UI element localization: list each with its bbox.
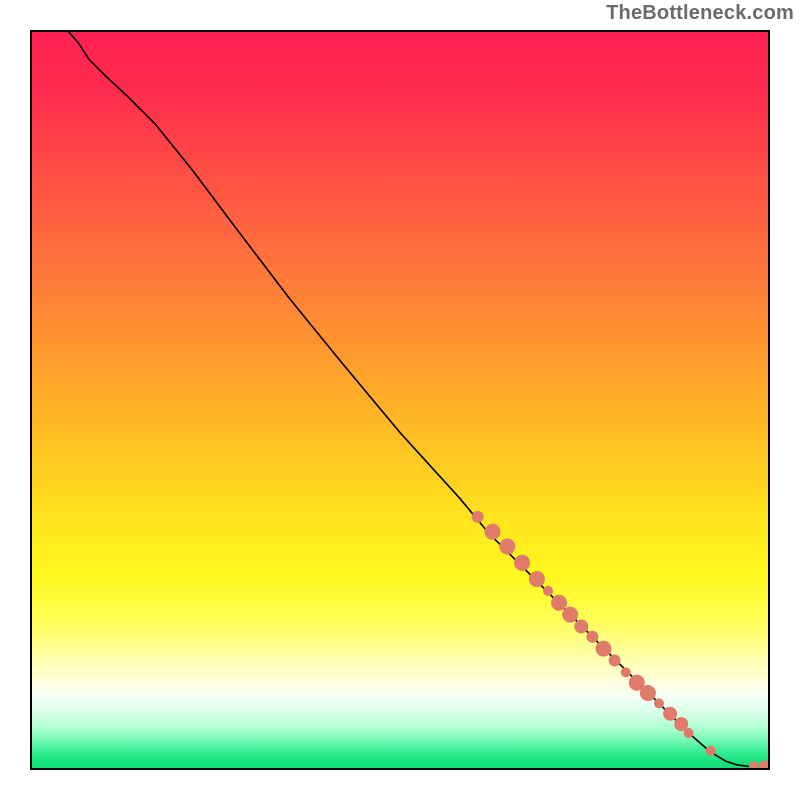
plot-area [30,30,770,770]
data-marker [562,607,578,623]
data-marker [596,641,612,657]
data-marker [514,555,530,571]
data-marker [749,761,759,770]
data-marker [706,746,716,756]
data-marker [759,760,770,770]
markers-group [472,511,770,770]
watermark-text: TheBottleneck.com [606,2,794,25]
data-marker [621,667,631,677]
chart-page: TheBottleneck.com [0,0,800,800]
data-marker [684,728,694,738]
data-marker [551,595,567,611]
data-marker [499,539,515,555]
data-marker [485,524,501,540]
data-marker [543,586,553,596]
bottleneck-curve [67,30,770,766]
data-marker [640,685,656,701]
data-marker [609,654,621,666]
data-marker [663,707,677,721]
data-marker [529,571,545,587]
data-marker [654,698,664,708]
curve-layer [30,30,770,770]
data-marker [574,619,588,633]
data-marker [586,631,598,643]
data-marker [472,511,484,523]
